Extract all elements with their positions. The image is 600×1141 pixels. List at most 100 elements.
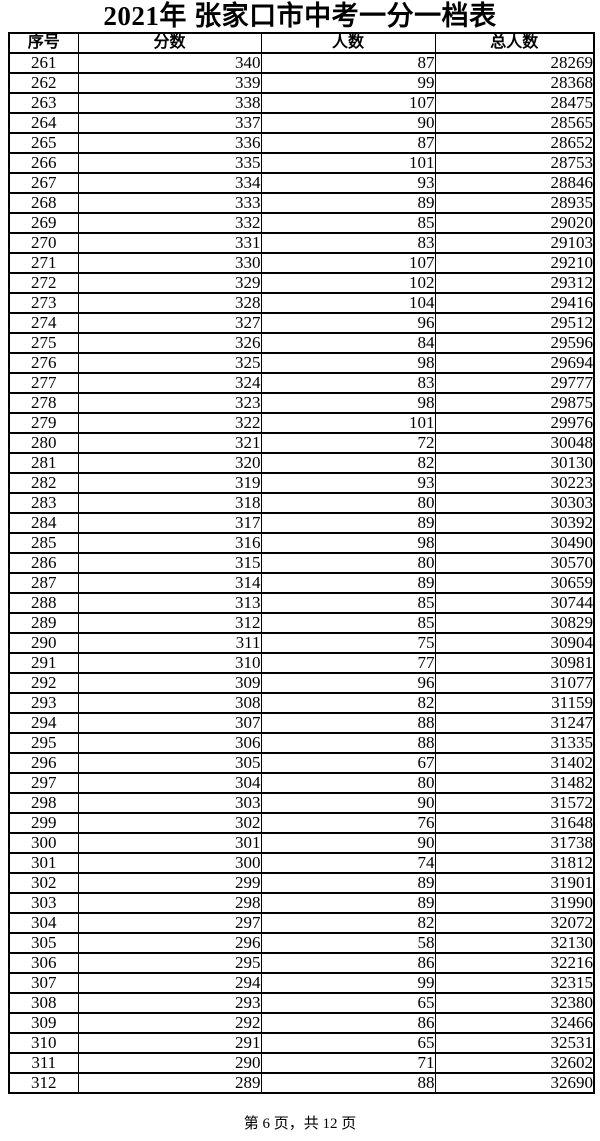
cell-total: 31812	[434, 852, 595, 874]
cell-total: 30490	[434, 532, 595, 554]
table-row: 273 328 104 29416	[8, 292, 595, 314]
cell-count: 82	[260, 692, 436, 714]
cell-count: 101	[260, 412, 436, 434]
cell-count: 67	[260, 752, 436, 774]
table-row: 309 292 86 32466	[8, 1012, 595, 1034]
cell-count: 102	[260, 272, 436, 294]
cell-count: 89	[260, 572, 436, 594]
cell-count: 76	[260, 812, 436, 834]
cell-score: 325	[77, 352, 262, 374]
column-header-serial: 序号	[8, 32, 79, 54]
cell-serial: 261	[8, 52, 79, 74]
cell-serial: 310	[8, 1032, 79, 1054]
cell-total: 29875	[434, 392, 595, 414]
cell-serial: 305	[8, 932, 79, 954]
table-row: 264 337 90 28565	[8, 112, 595, 134]
table-row: 303 298 89 31990	[8, 892, 595, 914]
cell-score: 305	[77, 752, 262, 774]
cell-serial: 281	[8, 452, 79, 474]
cell-count: 74	[260, 852, 436, 874]
cell-serial: 298	[8, 792, 79, 814]
score-distribution-table: 序号 分数 人数 总人数 261 340 87 28269 262 339 99 28368 2…	[8, 32, 595, 1094]
cell-score: 326	[77, 332, 262, 354]
cell-serial: 290	[8, 632, 79, 654]
cell-total: 29694	[434, 352, 595, 374]
cell-total: 30223	[434, 472, 595, 494]
cell-total: 32216	[434, 952, 595, 974]
column-header-total: 总人数	[434, 32, 595, 54]
cell-total: 29976	[434, 412, 595, 434]
table-row: 304 297 82 32072	[8, 912, 595, 934]
cell-serial: 277	[8, 372, 79, 394]
cell-score: 320	[77, 452, 262, 474]
cell-count: 99	[260, 972, 436, 994]
table-row: 283 318 80 30303	[8, 492, 595, 514]
table-row: 281 320 82 30130	[8, 452, 595, 474]
cell-serial: 294	[8, 712, 79, 734]
cell-total: 31077	[434, 672, 595, 694]
cell-score: 334	[77, 172, 262, 194]
table-row: 305 296 58 32130	[8, 932, 595, 954]
cell-total: 29596	[434, 332, 595, 354]
cell-total: 28475	[434, 92, 595, 114]
table-row: 290 311 75 30904	[8, 632, 595, 654]
cell-serial: 307	[8, 972, 79, 994]
cell-count: 82	[260, 452, 436, 474]
cell-serial: 280	[8, 432, 79, 454]
cell-count: 89	[260, 872, 436, 894]
table-row: 312 289 88 32690	[8, 1072, 595, 1094]
cell-serial: 272	[8, 272, 79, 294]
cell-count: 80	[260, 772, 436, 794]
cell-total: 31159	[434, 692, 595, 714]
cell-count: 85	[260, 612, 436, 634]
cell-score: 319	[77, 472, 262, 494]
cell-score: 302	[77, 812, 262, 834]
cell-total: 30130	[434, 452, 595, 474]
cell-count: 58	[260, 932, 436, 954]
cell-serial: 276	[8, 352, 79, 374]
cell-serial: 308	[8, 992, 79, 1014]
table-row: 289 312 85 30829	[8, 612, 595, 634]
cell-count: 87	[260, 132, 436, 154]
cell-score: 324	[77, 372, 262, 394]
cell-serial: 296	[8, 752, 79, 774]
cell-serial: 303	[8, 892, 79, 914]
cell-score: 327	[77, 312, 262, 334]
cell-score: 294	[77, 972, 262, 994]
cell-total: 30048	[434, 432, 595, 454]
cell-serial: 302	[8, 872, 79, 894]
cell-total: 28846	[434, 172, 595, 194]
cell-total: 30392	[434, 512, 595, 534]
cell-score: 298	[77, 892, 262, 914]
cell-serial: 300	[8, 832, 79, 854]
cell-total: 29512	[434, 312, 595, 334]
cell-serial: 289	[8, 612, 79, 634]
cell-score: 309	[77, 672, 262, 694]
cell-score: 296	[77, 932, 262, 954]
cell-total: 30303	[434, 492, 595, 514]
table-row: 261 340 87 28269	[8, 52, 595, 74]
cell-score: 332	[77, 212, 262, 234]
cell-count: 93	[260, 472, 436, 494]
cell-serial: 273	[8, 292, 79, 314]
table-row: 284 317 89 30392	[8, 512, 595, 534]
cell-count: 86	[260, 952, 436, 974]
cell-serial: 287	[8, 572, 79, 594]
cell-serial: 297	[8, 772, 79, 794]
table-row: 288 313 85 30744	[8, 592, 595, 614]
cell-serial: 293	[8, 692, 79, 714]
cell-serial: 284	[8, 512, 79, 534]
cell-serial: 299	[8, 812, 79, 834]
column-header-count: 人数	[260, 32, 436, 54]
cell-total: 32315	[434, 972, 595, 994]
cell-count: 88	[260, 732, 436, 754]
cell-serial: 271	[8, 252, 79, 274]
cell-total: 31738	[434, 832, 595, 854]
cell-score: 289	[77, 1072, 262, 1094]
page-number-indicator: 第 6 页，共 12 页	[243, 1116, 357, 1132]
table-row: 300 301 90 31738	[8, 832, 595, 854]
cell-count: 101	[260, 152, 436, 174]
table-row: 301 300 74 31812	[8, 852, 595, 874]
cell-score: 317	[77, 512, 262, 534]
cell-count: 75	[260, 632, 436, 654]
